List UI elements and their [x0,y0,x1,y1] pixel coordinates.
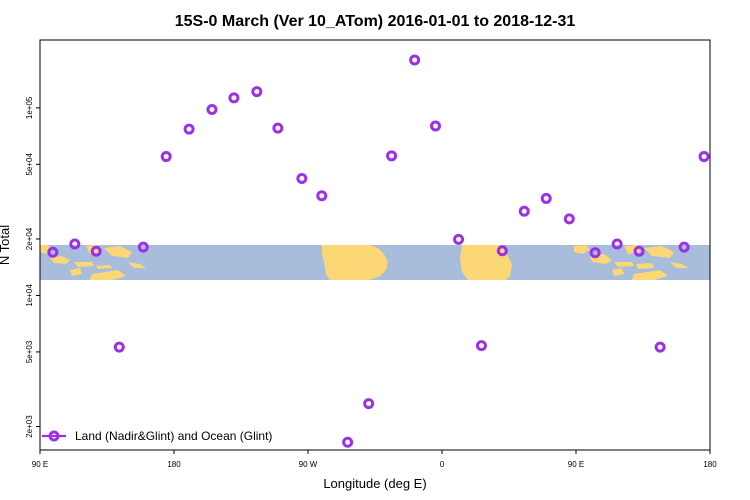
data-point [518,205,530,217]
data-point [47,246,59,258]
y-tick-label: 1e+04 [25,284,34,307]
data-point [678,241,690,253]
data-point [698,151,710,163]
data-point [589,247,601,259]
data-point [228,92,240,104]
data-point [183,123,195,135]
data-point [113,341,125,353]
data-point [296,173,308,185]
x-tick-label: 90 E [32,460,48,469]
y-axis-label: N Total [0,225,12,265]
legend-marker [48,430,60,442]
land-africa [460,245,512,280]
chart-title: 15S-0 March (Ver 10_ATom) 2016-01-01 to … [175,13,576,30]
land-indonesia-right [574,245,688,280]
legend: Land (Nadir&Glint) and Ocean (Glint) [42,429,272,443]
x-tick-label: 0 [440,460,445,469]
plot-frame [39,39,711,451]
data-point [496,245,508,257]
y-tick-label: 1e+05 [25,96,34,119]
data-point [633,245,645,257]
data-point [272,122,284,134]
y-axis: 2e+03 5e+03 1e+04 2e+04 5e+04 1e+05 [25,96,40,438]
land-south-america [322,245,388,280]
x-tick-label: 180 [167,460,181,469]
data-point [429,120,441,132]
data-point [90,245,102,257]
x-tick-label: 90 W [299,460,318,469]
x-tick-label: 180 [703,460,717,469]
data-point [137,241,149,253]
data-point [386,150,398,162]
y-tick-label: 5e+03 [25,340,34,363]
data-point [540,192,552,204]
data-point [409,54,421,66]
legend-label: Land (Nadir&Glint) and Ocean (Glint) [75,429,272,443]
data-point [206,104,218,116]
y-tick-label: 5e+04 [25,153,34,176]
data-point [363,398,375,410]
data-point [475,340,487,352]
data-points [47,54,710,448]
x-axis: 90 E 180 90 W 0 90 E 180 [32,450,717,469]
x-axis-label: Longitude (deg E) [323,476,426,491]
data-point [69,238,81,250]
data-point [563,213,575,225]
x-tick-label: 90 E [568,460,584,469]
data-point [160,151,172,163]
data-point [453,233,465,245]
data-point [611,238,623,250]
y-tick-label: 2e+03 [25,415,34,438]
data-point [251,86,263,98]
data-point [342,436,354,448]
data-point [654,341,666,353]
data-point [316,190,328,202]
y-tick-label: 2e+04 [25,227,34,250]
